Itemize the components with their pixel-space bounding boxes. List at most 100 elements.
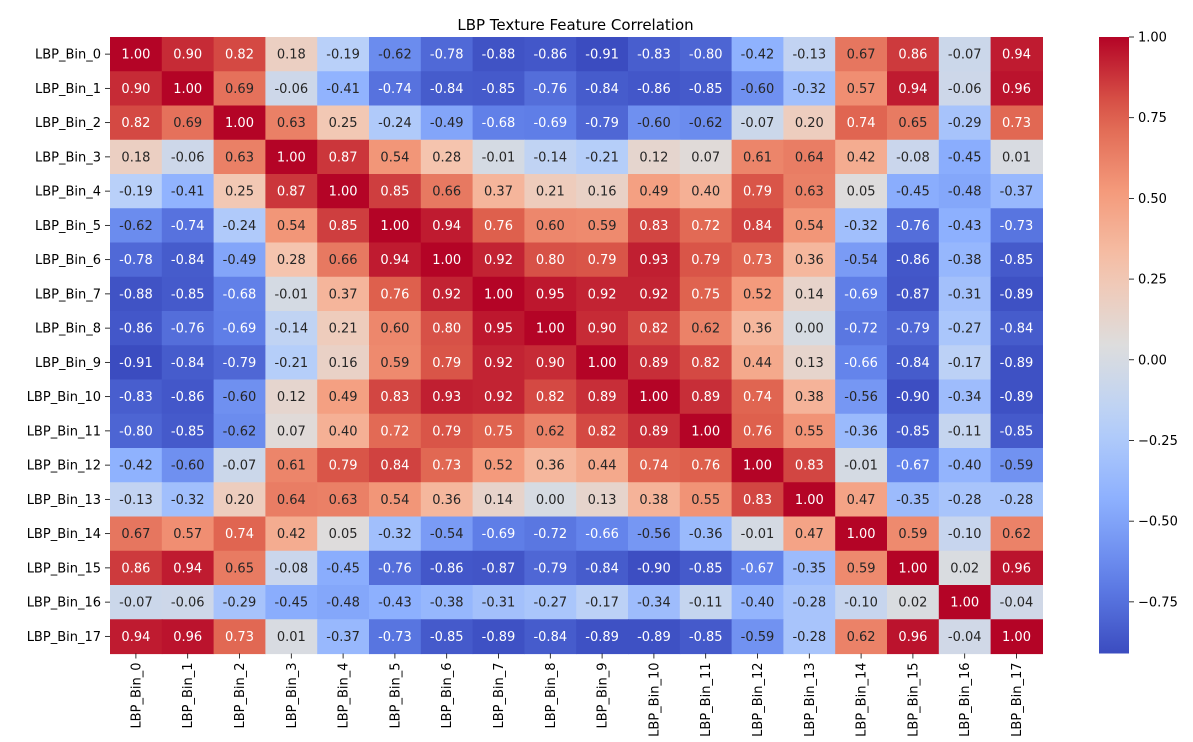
heatmap-cell (887, 345, 940, 381)
cell-value-label: 0.42 (277, 527, 306, 542)
cell-value-label: -0.72 (533, 527, 567, 542)
heatmap-cell (628, 482, 681, 518)
cell-value-label: -0.79 (896, 322, 930, 337)
heatmap-cell (317, 242, 370, 278)
heatmap-cell (628, 105, 681, 141)
cell-value-label: -0.32 (378, 527, 412, 542)
cell-value-label: 0.92 (432, 287, 461, 302)
heatmap-cell (524, 345, 577, 381)
cell-value-label: 0.69 (173, 116, 202, 131)
heatmap-cell (161, 482, 215, 518)
cell-value-label: 0.94 (432, 219, 461, 234)
heatmap-cell (731, 311, 784, 346)
heatmap-cell (110, 174, 163, 209)
heatmap-cell (576, 379, 629, 415)
cell-value-label: -0.21 (585, 150, 619, 165)
heatmap-cell (213, 242, 266, 278)
cell-value-label: -0.01 (844, 459, 878, 474)
cell-value-label: 0.60 (536, 219, 565, 234)
cell-value-label: 0.00 (795, 322, 824, 337)
cell-value-label: -0.37 (326, 630, 360, 645)
cell-value-label: 1.00 (329, 185, 358, 200)
cell-value-label: -0.84 (171, 253, 205, 268)
cell-value-label: 0.57 (173, 527, 202, 542)
heatmap-cell (887, 139, 940, 175)
cell-value-label: -0.74 (378, 82, 412, 97)
heatmap-cell (887, 482, 940, 518)
cell-value-label: -0.73 (378, 630, 412, 645)
heatmap-cell (887, 448, 940, 483)
y-tick-label: LBP_Bin_15 (27, 561, 101, 576)
heatmap-cell (369, 413, 422, 449)
cell-value-label: -0.78 (119, 253, 153, 268)
cell-value-label: 0.54 (795, 219, 824, 234)
cell-value-label: -0.87 (896, 287, 930, 302)
heatmap-cell (576, 448, 629, 483)
heatmap-cell (679, 550, 733, 586)
colorbar-gradient (1099, 37, 1129, 654)
heatmap-cell (835, 550, 888, 586)
heatmap-cell (213, 482, 266, 518)
cell-value-label: 0.94 (173, 561, 202, 576)
cell-value-label: 0.54 (380, 150, 409, 165)
cell-value-label: 0.62 (1002, 527, 1031, 542)
y-tick-label: LBP_Bin_8 (35, 322, 101, 337)
cell-value-label: 0.84 (743, 219, 772, 234)
heatmap-cell (265, 619, 318, 655)
cell-value-label: -0.89 (1000, 356, 1034, 371)
cell-value-label: 0.72 (380, 424, 409, 439)
heatmap-cell (576, 482, 629, 518)
cell-value-label: -0.72 (844, 322, 878, 337)
heatmap-cell (213, 619, 266, 655)
cell-value-label: -0.76 (896, 219, 930, 234)
heatmap-cell (369, 619, 422, 655)
y-tick-label: LBP_Bin_9 (35, 356, 101, 371)
cell-value-label: 0.92 (484, 356, 513, 371)
heatmap-cell (265, 276, 318, 312)
heatmap-cell (628, 311, 681, 346)
heatmap-cell (887, 174, 940, 209)
cell-value-label: 0.72 (691, 219, 720, 234)
heatmap-cell (887, 276, 940, 312)
heatmap-cell (317, 71, 370, 107)
cell-value-label: -0.85 (689, 630, 723, 645)
cell-value-label: 0.74 (639, 459, 668, 474)
cell-value-label: 0.40 (691, 185, 720, 200)
heatmap-cell (628, 174, 681, 209)
cell-value-label: 0.96 (173, 630, 202, 645)
heatmap-cell (679, 413, 733, 449)
cell-value-label: -0.89 (482, 630, 516, 645)
heatmap-cell (369, 174, 422, 209)
cell-value-label: -0.86 (119, 322, 153, 337)
heatmap-cell (420, 550, 474, 586)
heatmap-cell (938, 516, 992, 552)
y-tick-label: LBP_Bin_12 (27, 459, 101, 474)
heatmap-cell (628, 37, 681, 72)
y-axis-tick-labels: LBP_Bin_0 LBP_Bin_1 LBP_Bin_2 LBP_Bin_3 LBP_… (27, 48, 110, 645)
x-tick-label: LBP_Bin_10 (647, 663, 662, 737)
heatmap-cell (783, 276, 836, 312)
heatmap-cell (938, 174, 992, 209)
heatmap-cell (679, 139, 733, 175)
cell-value-label: -0.88 (119, 287, 153, 302)
x-axis-tick-labels: LBP_Bin_0 LBP_Bin_1 LBP_Bin_2 LBP_Bin_3 LBP_… (129, 653, 1025, 737)
heatmap-cell (576, 71, 629, 107)
heatmap-cell (420, 208, 474, 244)
cell-value-label: -0.54 (844, 253, 878, 268)
heatmap-cell (990, 71, 1043, 107)
cell-value-label: -0.69 (482, 527, 516, 542)
cell-value-label: 0.87 (277, 185, 306, 200)
heatmap-cell (110, 413, 163, 449)
cell-value-label: -0.80 (689, 48, 723, 63)
cell-value-label: 0.52 (743, 287, 772, 302)
cell-value-label: -0.78 (430, 48, 464, 63)
cell-value-label: 0.54 (380, 493, 409, 508)
heatmap-cell (938, 242, 992, 278)
heatmap-cell (265, 585, 318, 620)
heatmap-cell (783, 482, 836, 518)
cell-value-label: 0.74 (225, 527, 254, 542)
cell-value-label: 0.93 (639, 253, 668, 268)
x-tick-label: LBP_Bin_11 (699, 663, 714, 737)
heatmap-cell (420, 105, 474, 141)
cell-value-label: 0.64 (277, 493, 306, 508)
